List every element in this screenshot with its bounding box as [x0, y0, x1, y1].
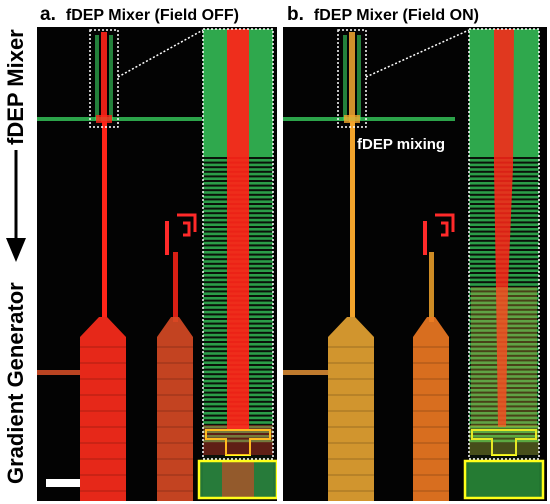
scale-bar: [46, 479, 80, 487]
panel-a-letter: a.: [40, 4, 56, 25]
panel-a-title-text: fDEP Mixer (Field OFF): [65, 7, 239, 24]
outlet-highlight-box: [463, 459, 545, 500]
micrograph-svg: [283, 28, 545, 501]
panel-b-title-text: fDEP Mixer (Field ON): [313, 7, 479, 24]
zoom-panel-border: [468, 28, 540, 460]
electrode-stripe: [203, 430, 273, 433]
fdep-mixing-annotation: fDEP mixing: [357, 136, 446, 153]
mixer-channel: [102, 122, 107, 317]
zoom-junction-fill: [203, 425, 273, 455]
electrode-line: [283, 117, 455, 121]
electrode-stripe: [469, 425, 539, 429]
electrode-stripe: [203, 439, 273, 443]
chamber-right: [413, 317, 449, 501]
zoom-red-stream: [227, 29, 249, 429]
inlet-channel: [349, 32, 355, 122]
inlet-green-stream-2: [109, 35, 113, 120]
zoom-line: [365, 29, 470, 78]
panel-a-title: a. fDEP Mixer (Field OFF): [40, 4, 239, 26]
panel-b-micrograph: [283, 27, 547, 501]
junction: [96, 115, 112, 123]
inlet-green-stream: [95, 35, 99, 120]
zoom-panel-border: [202, 28, 274, 460]
lower-connector: [283, 370, 328, 375]
chamber-right: [157, 317, 193, 501]
panel-b-letter: b.: [287, 4, 304, 25]
inlet-green-stream: [343, 35, 347, 120]
down-arrow-icon: [5, 150, 27, 262]
panel-a-micrograph: [37, 27, 277, 501]
micrograph-svg: [37, 28, 277, 501]
lower-connector: [37, 370, 80, 375]
inlet-channel: [101, 32, 107, 122]
electrode-stripe: [469, 435, 539, 438]
inset-marker-box: [89, 29, 119, 128]
electrode-line: [37, 117, 202, 121]
electrode-stripe: [203, 435, 273, 438]
bracket-structure: [435, 213, 455, 237]
mixer-channel: [350, 122, 355, 317]
zoom-line: [117, 29, 204, 78]
zoom-mixed-zone: [471, 287, 537, 427]
bracket-structure: [177, 213, 197, 237]
electrode-stripe: [469, 439, 539, 443]
outlet-red: [222, 461, 254, 498]
inset-marker-box: [337, 29, 367, 128]
outlet-region: [465, 461, 543, 498]
chamber-left: [80, 317, 126, 501]
zoom-junction-fill: [469, 425, 539, 455]
label-gradient-generator: Gradient Generator: [3, 282, 28, 484]
outlet-highlight-box: [197, 459, 277, 500]
label-fdep-mixer: fDEP Mixer: [3, 29, 28, 145]
junction: [344, 115, 360, 123]
zoom-red-stream: [494, 29, 514, 427]
chamber-left: [328, 317, 374, 501]
zoom-t-junction: [471, 429, 537, 456]
inlet-green-stream-2: [357, 35, 361, 120]
branch-channel: [429, 252, 434, 322]
branch-channel: [173, 252, 178, 322]
panel-b-title: b. fDEP Mixer (Field ON): [287, 4, 479, 26]
electrode-stripe: [469, 430, 539, 433]
zoom-t-junction: [205, 429, 271, 456]
